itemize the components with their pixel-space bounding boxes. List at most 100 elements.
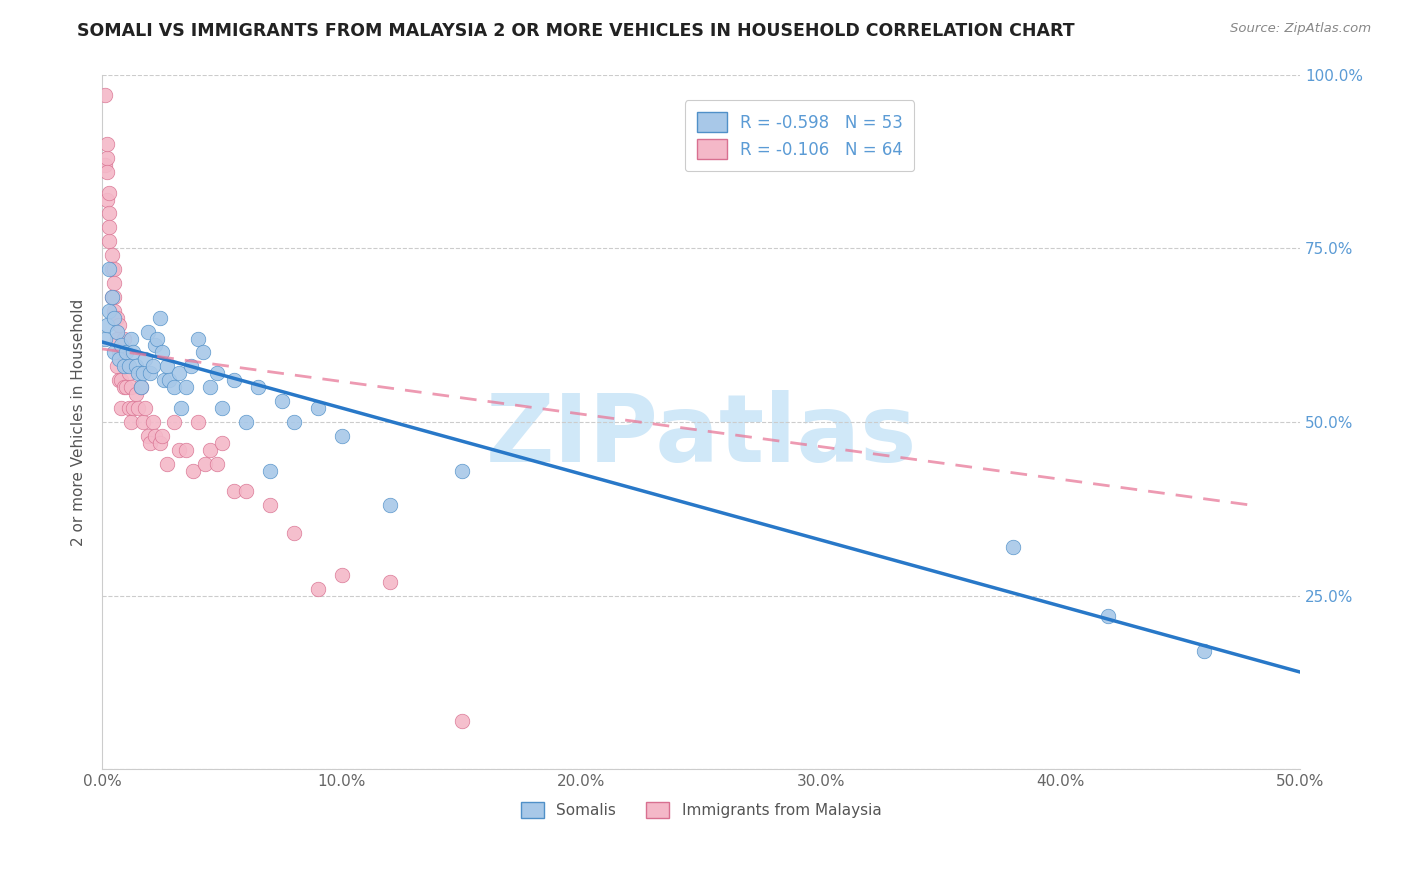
Point [101, 262, 124, 277]
Point [110, 373, 132, 387]
Point [235, 415, 257, 429]
Point [222, 484, 245, 499]
Y-axis label: 2 or more Vehicles in Household: 2 or more Vehicles in Household [72, 298, 86, 546]
Legend: Somalis, Immigrants from Malaysia: Somalis, Immigrants from Malaysia [515, 796, 887, 824]
Point [93, 332, 115, 346]
Point [108, 345, 131, 359]
Point [163, 380, 186, 394]
Point [187, 415, 209, 429]
Point [112, 359, 135, 374]
Point [150, 345, 173, 359]
Point [246, 380, 269, 394]
Text: SOMALI VS IMMIGRANTS FROM MALAYSIA 2 OR MORE VEHICLES IN HOUSEHOLD CORRELATION C: SOMALI VS IMMIGRANTS FROM MALAYSIA 2 OR … [77, 22, 1076, 40]
Point [194, 457, 217, 471]
Point [307, 582, 329, 596]
Point [112, 380, 135, 394]
Point [103, 310, 125, 325]
Point [270, 394, 292, 409]
Point [125, 359, 148, 374]
Point [143, 338, 166, 352]
Point [283, 526, 305, 541]
Point [378, 574, 401, 589]
Point [259, 464, 281, 478]
Point [101, 290, 124, 304]
Point [120, 380, 142, 394]
Point [96, 136, 118, 151]
Point [330, 429, 353, 443]
Point [117, 359, 139, 374]
Point [283, 415, 305, 429]
Point [115, 345, 138, 359]
Point [136, 429, 159, 443]
Point [103, 303, 125, 318]
Point [1097, 609, 1119, 624]
Point [181, 464, 204, 478]
Point [156, 359, 179, 374]
Point [122, 401, 145, 415]
Point [174, 380, 197, 394]
Point [174, 442, 197, 457]
Point [307, 401, 329, 415]
Point [98, 206, 121, 220]
Point [222, 373, 245, 387]
Point [110, 345, 132, 359]
Point [163, 415, 186, 429]
Point [96, 318, 118, 332]
Point [105, 325, 128, 339]
Point [167, 442, 190, 457]
Point [103, 262, 125, 277]
Point [96, 193, 118, 207]
Point [108, 373, 131, 387]
Point [450, 714, 472, 728]
Point [139, 366, 162, 380]
Point [115, 380, 138, 394]
Point [129, 380, 152, 394]
Point [143, 429, 166, 443]
Point [235, 484, 257, 499]
Point [191, 345, 214, 359]
Point [187, 332, 209, 346]
Point [139, 435, 162, 450]
Point [180, 359, 202, 374]
Point [146, 332, 169, 346]
Point [450, 464, 472, 478]
Point [132, 366, 155, 380]
Point [170, 401, 193, 415]
Point [330, 567, 353, 582]
Point [120, 332, 142, 346]
Point [167, 366, 190, 380]
Point [205, 457, 228, 471]
Point [105, 359, 128, 374]
Point [105, 310, 128, 325]
Point [98, 262, 121, 277]
Point [103, 345, 125, 359]
Point [198, 442, 221, 457]
Point [98, 234, 121, 248]
Point [93, 88, 115, 103]
Point [149, 310, 172, 325]
Point [110, 401, 132, 415]
Point [125, 387, 148, 401]
Point [134, 401, 156, 415]
Point [205, 366, 228, 380]
Point [136, 325, 159, 339]
Point [149, 435, 172, 450]
Point [115, 359, 138, 374]
Point [141, 415, 163, 429]
Point [96, 151, 118, 165]
Text: Source: ZipAtlas.com: Source: ZipAtlas.com [1230, 22, 1371, 36]
Point [108, 318, 131, 332]
Point [1001, 540, 1024, 554]
Point [112, 332, 135, 346]
Point [153, 373, 176, 387]
Point [156, 457, 179, 471]
Point [103, 276, 125, 290]
Point [108, 352, 131, 367]
Point [378, 498, 401, 512]
Point [211, 401, 233, 415]
Point [122, 345, 145, 359]
Point [101, 248, 124, 262]
Point [98, 186, 121, 200]
Point [101, 290, 124, 304]
Text: ZIPatlas: ZIPatlas [485, 390, 917, 482]
